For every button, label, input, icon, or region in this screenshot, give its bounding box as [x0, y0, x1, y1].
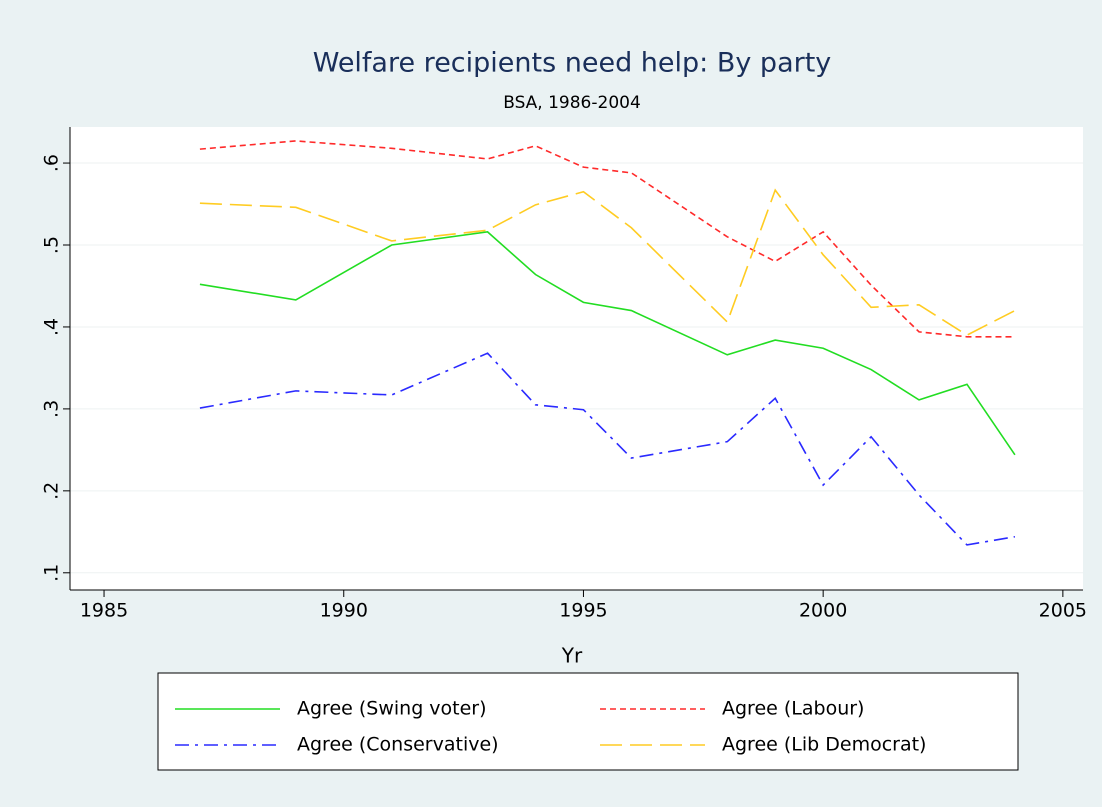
plot-area	[70, 127, 1083, 590]
series-line	[199, 352, 1016, 546]
x-tick-label: 1990	[320, 600, 368, 622]
series-line	[199, 231, 1016, 456]
y-tick-label: .4	[41, 318, 63, 336]
legend-label: Agree (Lib Democrat)	[722, 734, 926, 756]
series-line	[199, 188, 1016, 337]
x-tick-label: 1985	[80, 600, 128, 622]
legend-label: Agree (Labour)	[722, 698, 864, 720]
x-tick-label: 2005	[1039, 600, 1087, 622]
legend-box	[157, 672, 1019, 771]
y-tick-label: .1	[41, 564, 63, 582]
x-tick-label: 2000	[799, 600, 847, 622]
chart-title: Welfare recipients need help: By party	[313, 48, 832, 79]
chart-subtitle: BSA, 1986-2004	[503, 93, 641, 113]
series-line	[199, 140, 1015, 338]
x-axis-label: Yr	[561, 644, 583, 668]
y-tick-label: .6	[41, 154, 63, 172]
y-tick-label: .2	[41, 482, 63, 500]
y-tick-label: .3	[41, 400, 63, 418]
legend-label: Agree (Swing voter)	[297, 698, 487, 720]
legend-label: Agree (Conservative)	[297, 734, 499, 756]
x-tick-label: 1995	[559, 600, 607, 622]
y-tick-label: .5	[41, 236, 63, 254]
